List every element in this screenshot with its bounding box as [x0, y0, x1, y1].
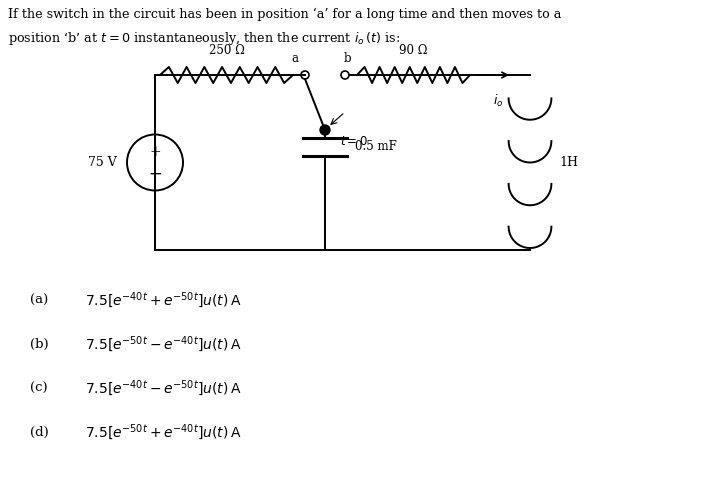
Text: If the switch in the circuit has been in position ‘a’ for a long time and then m: If the switch in the circuit has been in… — [8, 8, 561, 21]
Text: b: b — [343, 52, 351, 65]
Text: $7.5\left[e^{-50t} + e^{-40t}\right]u(t)\,\mathrm{A}$: $7.5\left[e^{-50t} + e^{-40t}\right]u(t)… — [85, 422, 241, 442]
Text: 1H: 1H — [560, 156, 578, 169]
Text: $i_o$: $i_o$ — [493, 93, 503, 109]
Text: (b): (b) — [30, 337, 48, 350]
Text: 75 V: 75 V — [88, 156, 117, 169]
Text: $7.5\left[e^{-40t} - e^{-50t}\right]u(t)\,\mathrm{A}$: $7.5\left[e^{-40t} - e^{-50t}\right]u(t)… — [85, 378, 241, 398]
Text: a: a — [291, 52, 298, 65]
Text: −: − — [148, 166, 162, 183]
Text: +: + — [150, 145, 161, 160]
Text: (d): (d) — [30, 425, 48, 438]
Text: $7.5\left[e^{-40t} + e^{-50t}\right]u(t)\,\mathrm{A}$: $7.5\left[e^{-40t} + e^{-50t}\right]u(t)… — [85, 290, 241, 310]
Text: 250 Ω: 250 Ω — [209, 44, 244, 57]
Text: position ‘b’ at $t = 0$ instantaneously, then the current $i_o\,(t)$ is:: position ‘b’ at $t = 0$ instantaneously,… — [8, 30, 400, 47]
Text: (c): (c) — [30, 381, 48, 394]
Text: $t=0$: $t=0$ — [340, 135, 367, 148]
Text: 0.5 mF: 0.5 mF — [355, 141, 397, 153]
Text: $7.5\left[e^{-50t} - e^{-40t}\right]u(t)\,\mathrm{A}$: $7.5\left[e^{-50t} - e^{-40t}\right]u(t)… — [85, 334, 241, 354]
Circle shape — [320, 125, 330, 135]
Text: (a): (a) — [30, 293, 48, 306]
Text: 90 Ω: 90 Ω — [399, 44, 428, 57]
